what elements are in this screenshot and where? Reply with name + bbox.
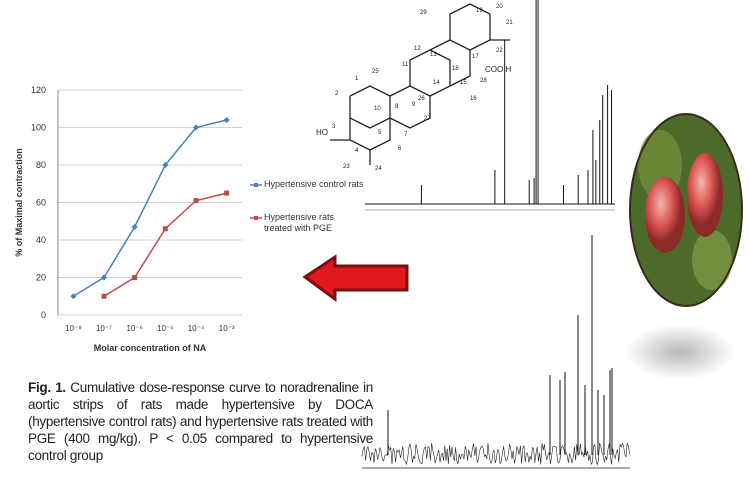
shadow (625, 324, 735, 380)
atom-label: 26 (418, 96, 425, 102)
y-axis-label: % of Maximal contraction (14, 148, 24, 257)
atom-label: 8 (395, 104, 399, 110)
atom-label: 12 (414, 46, 421, 52)
caption-label: Fig. 1. (28, 380, 66, 395)
atom-label: 28 (480, 78, 487, 84)
y-tick-label: 20 (36, 273, 46, 283)
marker (224, 117, 230, 123)
y-tick-label: 120 (31, 85, 46, 95)
atom-label: 24 (375, 166, 382, 172)
atom-label: 18 (452, 66, 459, 72)
atom-label: 20 (496, 4, 503, 10)
fruit (687, 153, 723, 237)
atom-label: 17 (472, 54, 479, 60)
atom-label: 4 (355, 148, 359, 154)
legend-marker (254, 183, 258, 187)
atom-label: 29 (420, 10, 427, 16)
x-tick-label: 10⁻⁸ (65, 324, 82, 333)
arrow (305, 257, 407, 299)
y-tick-label: 100 (31, 123, 46, 133)
legend-entry: Hypertensive rats treated with PGE (264, 212, 364, 238)
atom-label: 25 (372, 69, 379, 75)
atom-label: COO H (485, 65, 511, 74)
legend-label: Hypertensive rats treated with PGE (264, 212, 364, 234)
atom-label: 11 (402, 62, 409, 68)
x-tick-label: 10⁻⁴ (188, 324, 205, 333)
atom-label: 21 (506, 20, 513, 26)
atom-label: 13 (430, 52, 437, 58)
marker (163, 226, 168, 231)
atom-label: 15 (460, 80, 467, 86)
marker (194, 198, 199, 203)
x-tick-label: 10⁻⁵ (157, 324, 173, 333)
y-tick-label: 0 (41, 310, 46, 320)
atom-label: 19 (476, 8, 483, 14)
atom-label: 9 (412, 102, 416, 108)
y-tick-label: 60 (36, 198, 46, 208)
marker (102, 294, 107, 299)
x-tick-label: 10⁻³ (219, 324, 235, 333)
atom-label: 16 (470, 96, 477, 102)
caption: Fig. 1. Cumulative dose-response curve t… (28, 379, 373, 464)
y-tick-label: 40 (36, 235, 46, 245)
atom-label: 2 (335, 91, 339, 97)
y-tick-label: 80 (36, 160, 46, 170)
series-line (104, 193, 227, 296)
atom-label: 7 (404, 132, 408, 138)
legend-entry: Hypertensive control rats (264, 179, 364, 205)
marker (224, 191, 229, 196)
atom-label: 27 (424, 116, 431, 122)
fruit (645, 177, 685, 253)
atom-label: 5 (378, 130, 382, 136)
caption-text: Cumulative dose-response curve to noradr… (28, 380, 373, 463)
series-line (73, 120, 226, 296)
atom-label: 1 (355, 76, 359, 82)
atom-label: 3 (332, 124, 336, 130)
legend-marker (254, 216, 258, 220)
x-axis-label: Molar concentration of NA (94, 343, 207, 353)
marker (132, 275, 137, 280)
x-tick-label: 10⁻⁶ (126, 324, 142, 333)
atom-label: 10 (374, 106, 381, 112)
atom-label: 6 (398, 146, 402, 152)
noise (362, 443, 630, 465)
line-chart: 0 20 40 60 80 100 120 10⁻⁸ 10⁻⁷ 10⁻⁶ 10⁻⁵ 10⁻⁴ 10⁻³ M… (14, 85, 364, 353)
atom-label: 14 (433, 80, 440, 86)
chemical-structure (330, 4, 510, 165)
photo-leaves (692, 230, 732, 290)
legend-label: Hypertensive control rats (264, 179, 364, 190)
atom-label: 23 (343, 164, 350, 170)
atom-label: 22 (496, 48, 503, 54)
atom-label: HO (316, 128, 328, 137)
x-tick-label: 10⁻⁷ (96, 324, 112, 333)
